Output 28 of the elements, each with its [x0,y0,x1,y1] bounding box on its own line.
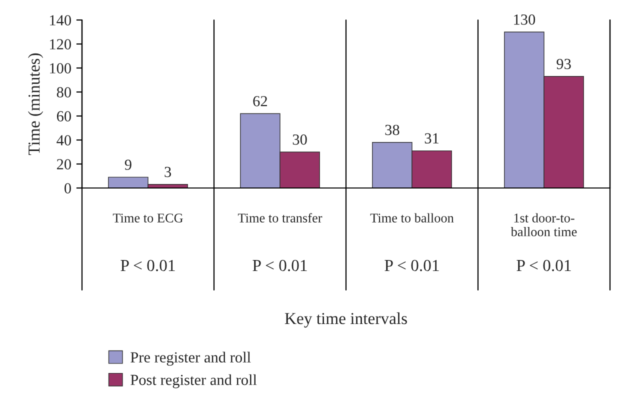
legend-label: Pre register and roll [130,352,251,366]
data-label: 38 [385,124,400,136]
y-tick-label: 140 [50,15,71,26]
y-tick-label: 40 [56,135,71,146]
text: P < 0.01 [516,260,571,272]
legend-label: Post register and roll [130,374,257,388]
y-tick-label: 100 [50,63,71,74]
data-label: 62 [253,96,267,106]
x-tick-label: Time to ECG [112,214,183,222]
y-tick-label: 60 [56,111,71,122]
data-label: 31 [424,133,439,144]
data-label: 93 [556,58,571,70]
data-label: 9 [124,160,132,170]
text: P < 0.01 [252,260,307,272]
y-axis-title: Time (minutes) [28,53,44,156]
x-axis-title: Key time intervals [284,312,407,328]
data-label: 30 [292,134,307,145]
text: P < 0.01 [120,260,175,272]
x-tick-label: Time to transfer [238,213,322,222]
y-tick-label: 80 [56,87,71,98]
data-label: 3 [164,166,172,178]
y-tick-label: 120 [50,39,71,50]
x-tick-label: 1st door-to- balloon time [510,213,577,236]
text: P < 0.01 [384,260,439,272]
data-label: 130 [514,14,536,25]
y-tick-label: 0 [64,183,71,194]
x-tick-label: Time to balloon [370,213,454,222]
y-tick-label: 20 [56,159,71,170]
